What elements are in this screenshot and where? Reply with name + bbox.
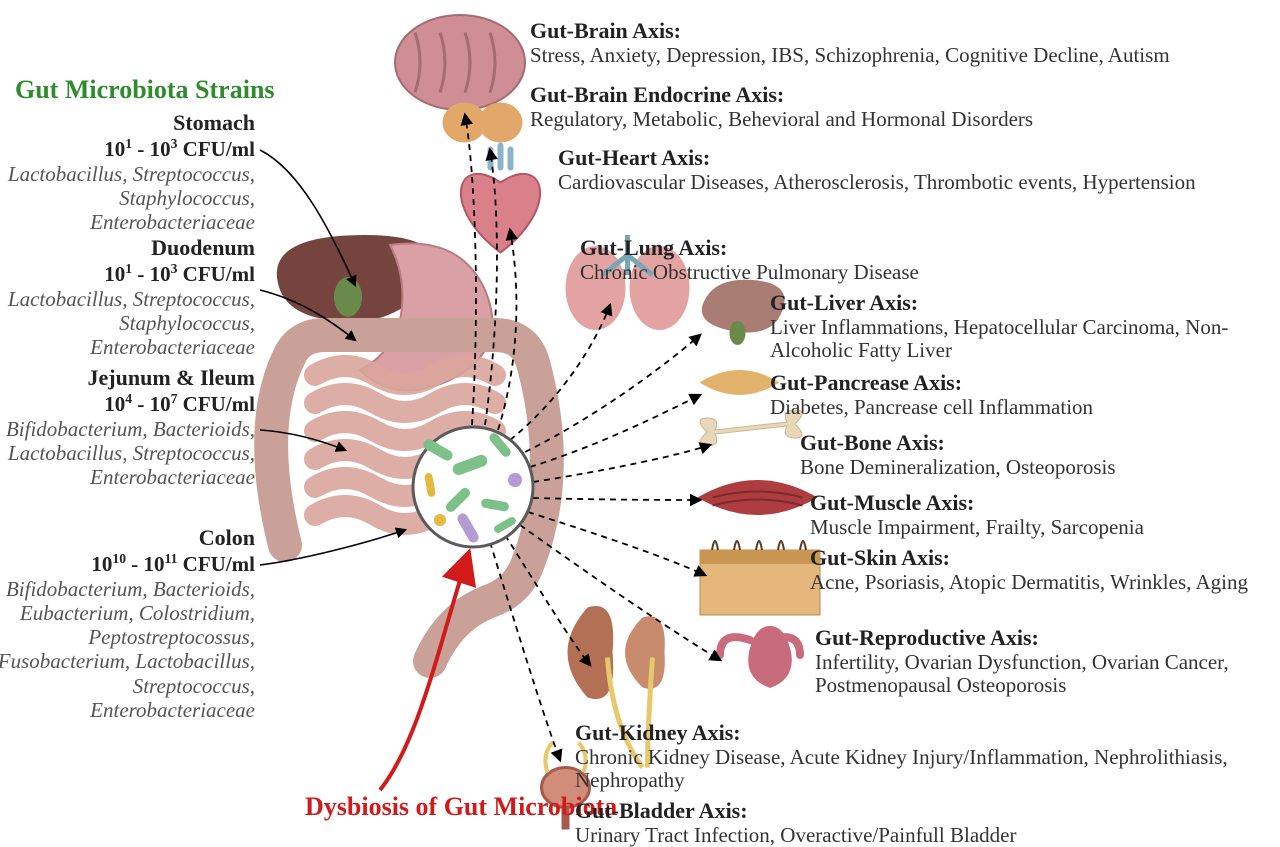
axis-title: Gut-Kidney Axis: <box>575 720 741 745</box>
region-strains: Bifidobacterium, Bacterioids, Eubacteriu… <box>0 577 255 722</box>
region-count: 101 - 103 CFU/ml <box>0 261 255 287</box>
axis-gut-liver-axis: Gut-Liver Axis:Liver Inflammations, Hepa… <box>770 290 1270 362</box>
axis-desc: Liver Inflammations, Hepatocellular Carc… <box>770 315 1228 362</box>
pancreas-icon <box>700 370 780 395</box>
axis-desc: Diabetes, Pancrease cell Inflammation <box>770 395 1093 419</box>
gut-region-jejunum-ileum: Jejunum & Ileum104 - 107 CFU/mlBifidobac… <box>0 365 255 489</box>
axis-title: Gut-Pancrease Axis: <box>770 370 962 395</box>
axis-desc: Acne, Psoriasis, Atopic Dermatitis, Wrin… <box>810 570 1248 594</box>
title-dysbiosis: Dysbiosis of Gut Microbiota <box>305 792 617 822</box>
axis-gut-bone-axis: Gut-Bone Axis:Bone Demineralization, Ost… <box>800 430 1270 479</box>
region-name: Jejunum & Ileum <box>0 365 255 391</box>
axis-title: Gut-Reproductive Axis: <box>815 625 1039 650</box>
axis-gut-brain-axis: Gut-Brain Axis:Stress, Anxiety, Depressi… <box>530 18 1270 67</box>
thyroid-icon <box>443 103 523 143</box>
axis-title: Gut-Brain Endocrine Axis: <box>530 82 784 107</box>
axis-gut-heart-axis: Gut-Heart Axis:Cardiovascular Diseases, … <box>558 145 1258 194</box>
region-name: Stomach <box>0 110 255 136</box>
gut-region-stomach: Stomach101 - 103 CFU/mlLactobacillus, St… <box>0 110 255 234</box>
axis-title: Gut-Brain Axis: <box>530 18 681 43</box>
title-gut-microbiota-strains: Gut Microbiota Strains <box>15 75 275 105</box>
microbiota-hub <box>413 427 533 547</box>
axis-title: Gut-Muscle Axis: <box>810 490 974 515</box>
axis-title: Gut-Liver Axis: <box>770 290 918 315</box>
axis-desc: Cardiovascular Diseases, Atherosclerosis… <box>558 170 1196 194</box>
axis-gut-reproductive-axis: Gut-Reproductive Axis:Infertility, Ovari… <box>815 625 1270 697</box>
skin-icon <box>700 541 820 615</box>
brain-icon <box>395 15 525 110</box>
axis-desc: Urinary Tract Infection, Overactive/Pain… <box>575 823 1016 847</box>
axis-desc: Bone Demineralization, Osteoporosis <box>800 455 1116 479</box>
axis-gut-kidney-axis: Gut-Kidney Axis:Chronic Kidney Disease, … <box>575 720 1275 792</box>
axis-desc: Stress, Anxiety, Depression, IBS, Schizo… <box>530 43 1170 67</box>
axis-gut-lung-axis: Gut-Lung Axis:Chronic Obstructive Pulmon… <box>580 235 1260 284</box>
axis-gut-muscle-axis: Gut-Muscle Axis:Muscle Impairment, Frail… <box>810 490 1270 539</box>
region-strains: Bifidobacterium, Bacterioids, Lactobacil… <box>0 417 255 489</box>
region-count: 1010 - 1011 CFU/ml <box>0 551 255 577</box>
region-count: 104 - 107 CFU/ml <box>0 391 255 417</box>
axis-desc: Muscle Impairment, Frailty, Sarcopenia <box>810 515 1144 539</box>
axis-gut-brain-endocrine-axis: Gut-Brain Endocrine Axis:Regulatory, Met… <box>530 82 1270 131</box>
axis-desc: Regulatory, Metabolic, Behevioral and Ho… <box>530 107 1033 131</box>
region-name: Colon <box>0 525 255 551</box>
axis-title: Gut-Bone Axis: <box>800 430 945 455</box>
axis-title: Gut-Skin Axis: <box>810 545 950 570</box>
axis-desc: Chronic Kidney Disease, Acute Kidney Inj… <box>575 745 1228 792</box>
region-count: 101 - 103 CFU/ml <box>0 136 255 162</box>
axis-title: Gut-Heart Axis: <box>558 145 710 170</box>
region-strains: Lactobacillus, Streptococcus, Staphyloco… <box>0 287 255 359</box>
axis-gut-pancrease-axis: Gut-Pancrease Axis:Diabetes, Pancrease c… <box>770 370 1270 419</box>
gut-region-duodenum: Duodenum101 - 103 CFU/mlLactobacillus, S… <box>0 235 255 359</box>
region-name: Duodenum <box>0 235 255 261</box>
axis-title: Gut-Lung Axis: <box>580 235 727 260</box>
axis-title: Gut-Bladder Axis: <box>575 798 748 823</box>
axis-gut-bladder-axis: Gut-Bladder Axis:Urinary Tract Infection… <box>575 798 1275 847</box>
heart-icon <box>461 146 540 253</box>
axis-desc: Infertility, Ovarian Dysfunction, Ovaria… <box>815 650 1229 697</box>
gut-region-colon: Colon1010 - 1011 CFU/mlBifidobacterium, … <box>0 525 255 722</box>
axis-desc: Chronic Obstructive Pulmonary Disease <box>580 260 919 284</box>
axis-gut-skin-axis: Gut-Skin Axis:Acne, Psoriasis, Atopic De… <box>810 545 1270 594</box>
muscle-icon <box>698 480 818 515</box>
region-strains: Lactobacillus, Streptococcus, Staphyloco… <box>0 162 255 234</box>
uterus-icon <box>720 626 800 688</box>
